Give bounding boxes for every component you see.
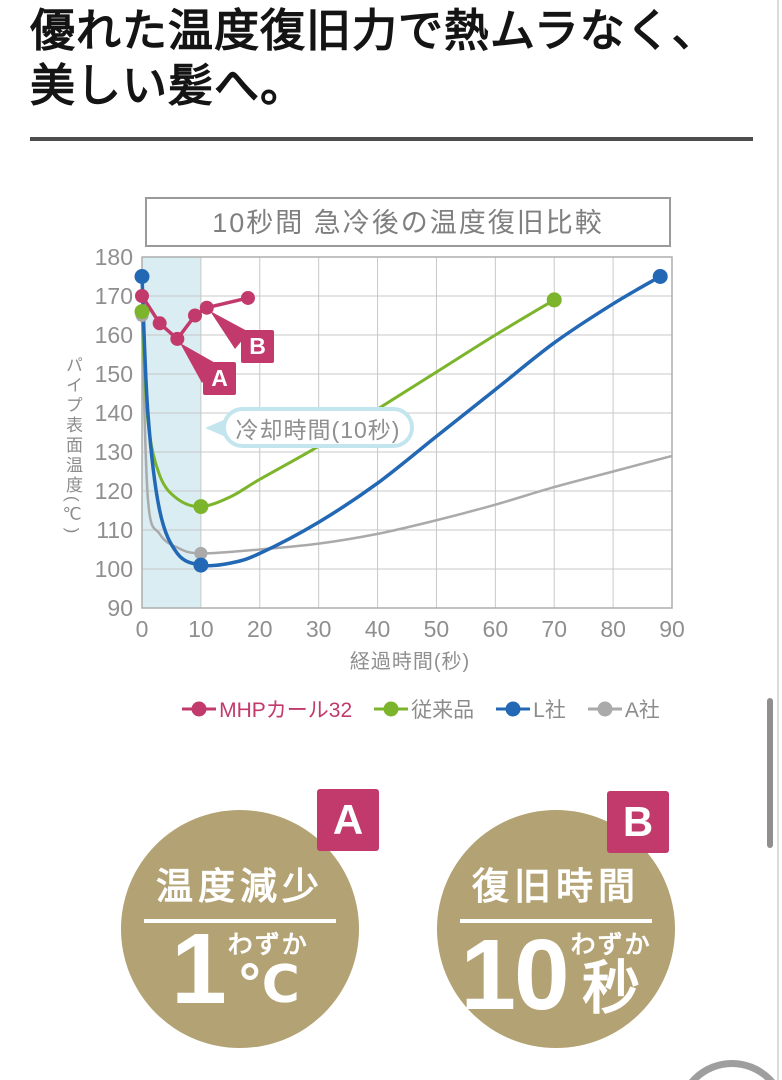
cooling-time-callout: 冷却時間(10秒) [205,407,414,448]
data-point [241,290,255,305]
feature-title: 温度減少 [156,866,324,907]
legend-label: A社 [624,699,660,722]
annotation-a-letter: A [211,365,228,391]
svg-text:150: 150 [95,361,133,387]
legend-item-conventional: 従来品 [374,694,474,724]
legend-marker-blue [496,701,531,717]
chart-title: 10秒間 急冷後の温度復旧比較 [212,208,604,238]
svg-text:50: 50 [424,616,450,642]
svg-text:170: 170 [95,283,133,309]
svg-text:10: 10 [188,616,214,642]
feature-a-badge: A [317,789,379,851]
scrollbar-thumb[interactable] [767,698,773,848]
cooling-time-callout-text: 冷却時間(10秒) [235,416,401,443]
svg-text:20: 20 [247,616,273,642]
data-point [134,304,150,320]
svg-text:70: 70 [541,616,567,642]
page-title-line1: 優れた温度復旧力で熱ムラなく、 [30,6,718,56]
data-point [194,546,208,560]
chart-legend: MHPカール32 従来品 L社 [60,694,782,724]
series-line [140,274,662,568]
feature-underline [460,919,652,923]
legend-label: L社 [533,699,566,722]
data-point [546,292,562,308]
data-point [188,308,202,323]
svg-text:30: 30 [306,616,332,642]
series-line [140,298,555,509]
svg-text:160: 160 [95,322,133,348]
feature-unit: ℃ [236,956,300,1014]
page-title: 優れた温度復旧力で熱ムラなく、 美しい髪へ。 [30,4,718,114]
chart-title-box [145,197,671,247]
feature-unit: 秒 [582,956,641,1021]
back-to-top-button[interactable] [676,1060,782,1080]
data-point [170,331,185,346]
legend-marker-green [374,701,409,717]
legend-marker-pink [182,701,217,717]
data-point [134,269,150,284]
legend-label: 従来品 [411,699,475,722]
legend-label: MHPカール32 [219,699,353,722]
page-right-edge [777,0,779,1080]
page-title-line2: 美しい髪へ。 [30,60,307,111]
feature-b-badge: B [607,791,669,853]
svg-text:80: 80 [600,616,626,642]
feature-underline [144,919,336,923]
legend-item-company-l: L社 [496,694,566,724]
svg-text:180: 180 [95,244,133,270]
svg-text:100: 100 [95,556,133,582]
svg-text:0: 0 [136,616,149,642]
feature-value: 1 [171,913,227,1026]
annotation-b-letter: B [249,333,266,359]
legend-item-company-a: A社 [587,694,660,724]
chart-canvas: 10秒間 急冷後の温度復旧比較 0 10 20 30 40 50 60 70 80 90 90 100… [95,197,685,673]
svg-text:40: 40 [365,616,391,642]
legend-marker-gray [587,701,622,717]
temperature-recovery-chart: 10秒間 急冷後の温度復旧比較 0 10 20 30 40 50 60 70 80 90 90 100… [0,180,782,740]
feature-title: 復旧時間 [472,866,640,907]
series-line [140,315,673,555]
svg-text:60: 60 [483,616,509,642]
x-axis-label: 経過時間(秒) [350,650,470,673]
svg-text:110: 110 [96,517,133,543]
divider [30,137,753,141]
data-point [152,316,167,331]
feature-value: 10 [460,919,569,1032]
svg-text:120: 120 [95,478,133,504]
data-point [652,269,668,284]
data-point [193,499,209,515]
data-point [193,557,209,573]
annotation-b-pointer [210,311,249,349]
plot-border [141,256,673,609]
feature-a-letter: A [332,796,364,843]
feature-b-letter: B [622,798,654,845]
legend-item-mhp-curl-32: MHPカール32 [182,694,352,724]
svg-text:90: 90 [107,595,133,621]
svg-text:130: 130 [95,439,133,465]
annotation-b-badge: B [241,330,274,363]
feature-qualifier: わずか [570,931,652,959]
svg-text:90: 90 [659,616,685,642]
feature-qualifier: わずか [227,931,309,959]
y-axis-label: パイプ表面温度(℃) [63,356,82,537]
annotation-a-badge: A [203,362,236,395]
data-point [135,289,149,303]
svg-text:140: 140 [95,400,133,426]
